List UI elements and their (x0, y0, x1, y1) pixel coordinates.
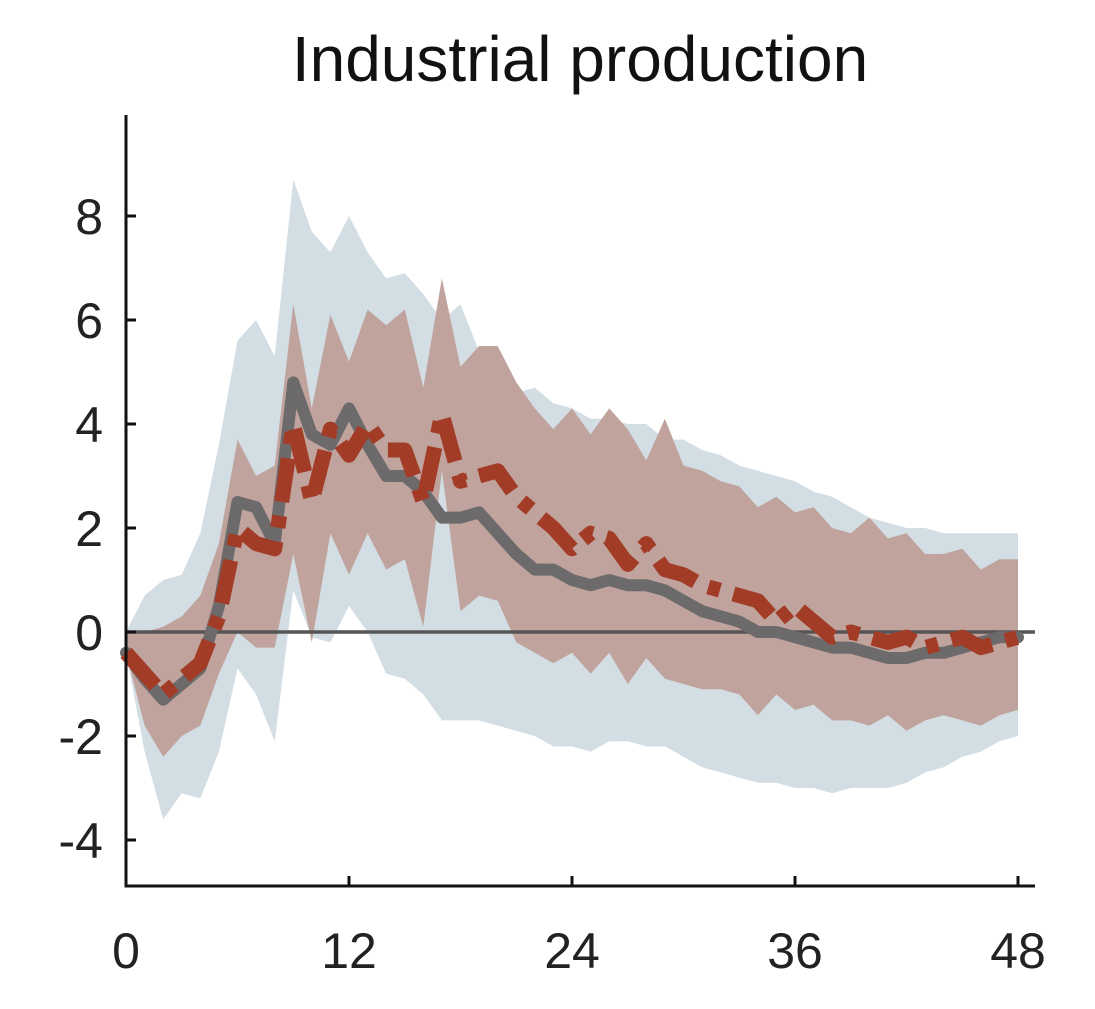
axes (124, 115, 1035, 888)
y-tick-label: 8 (75, 189, 103, 245)
series-lines (120, 376, 1024, 706)
x-tick-label: 36 (767, 923, 823, 979)
chart-title: Industrial production (291, 23, 869, 95)
x-tick-label: 48 (990, 923, 1046, 979)
confidence-bands (126, 179, 1018, 820)
y-tick-label: 0 (75, 605, 103, 661)
y-tick-label: 6 (75, 293, 103, 349)
y-tick-label: -4 (59, 813, 103, 869)
dashed-series-line (120, 406, 1021, 702)
x-tick-label: 24 (544, 923, 600, 979)
x-tick-label: 0 (112, 923, 140, 979)
y-tick-label: 2 (75, 501, 103, 557)
y-tick-label: -2 (59, 709, 103, 765)
y-tick-label: 4 (75, 397, 103, 453)
x-tick-label: 12 (321, 923, 377, 979)
